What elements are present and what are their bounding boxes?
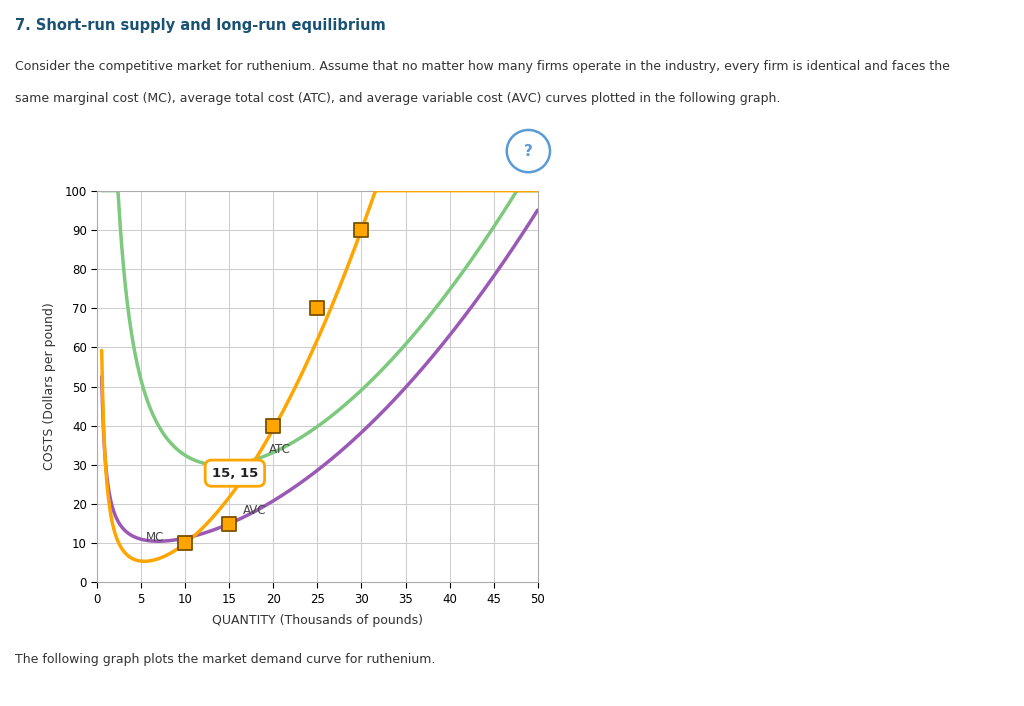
Text: The following graph plots the market demand curve for ruthenium.: The following graph plots the market dem…	[15, 653, 436, 666]
Text: 15, 15: 15, 15	[212, 467, 258, 479]
Point	[221, 518, 238, 530]
Y-axis label: COSTS (Dollars per pound): COSTS (Dollars per pound)	[43, 303, 56, 470]
Text: 7. Short-run supply and long-run equilibrium: 7. Short-run supply and long-run equilib…	[15, 18, 386, 32]
Text: Consider the competitive market for ruthenium. Assume that no matter how many fi: Consider the competitive market for ruth…	[15, 60, 950, 73]
X-axis label: QUANTITY (Thousands of pounds): QUANTITY (Thousands of pounds)	[212, 614, 423, 627]
Point	[353, 225, 370, 236]
Point	[177, 538, 194, 549]
Point	[309, 302, 326, 313]
Text: ATC: ATC	[269, 443, 291, 456]
Text: AVC: AVC	[243, 504, 266, 517]
Text: ?: ?	[524, 143, 532, 159]
Point	[265, 420, 282, 431]
Text: MC: MC	[145, 532, 164, 544]
Text: same marginal cost (MC), average total cost (ATC), and average variable cost (AV: same marginal cost (MC), average total c…	[15, 92, 780, 104]
